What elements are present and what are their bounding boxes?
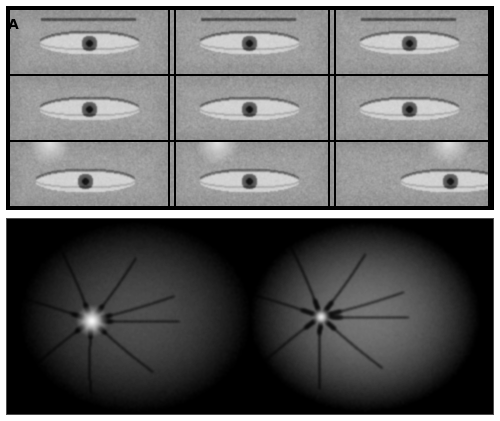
- Text: A: A: [8, 18, 19, 32]
- Text: B: B: [8, 230, 18, 244]
